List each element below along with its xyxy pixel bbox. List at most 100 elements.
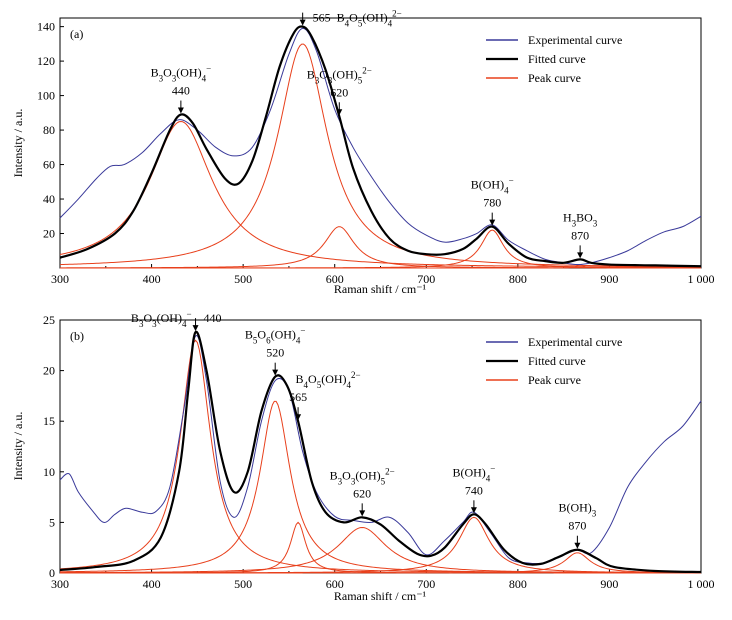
x-tick-label: 500 xyxy=(234,577,252,591)
x-tick-label: 900 xyxy=(600,272,618,286)
y-tick-label: 15 xyxy=(43,414,55,428)
fitted-curve-line xyxy=(59,330,702,574)
x-tick-label: 500 xyxy=(234,272,252,286)
fitted-curve-line xyxy=(59,25,702,268)
x-tick-label: 600 xyxy=(326,272,344,286)
x-tick-label: 400 xyxy=(143,577,161,591)
x-tick-label: 800 xyxy=(509,577,527,591)
panel-b-series xyxy=(59,330,702,574)
panel-b-annotations: B3O3(OH)4− 440520B5O6(OH)4−565B4O5(OH)42−… xyxy=(131,309,597,549)
peak-curve-3 xyxy=(60,226,701,269)
y-tick-label: 25 xyxy=(43,313,55,327)
legend-label: Experimental curve xyxy=(528,335,622,349)
panel-a-axes: 300 400 500 600 700 800 900 1 000 20 40 60 80 100 120… xyxy=(37,20,715,286)
panel-a-peak-curves xyxy=(59,43,702,269)
annotation-species: B(OH)3 xyxy=(558,501,596,519)
y-tick-label: 40 xyxy=(43,192,55,206)
annotation-value: 740 xyxy=(465,483,483,497)
x-tick-label: 800 xyxy=(509,272,527,286)
annotation-arrow-head xyxy=(489,219,496,226)
y-tick-label: 0 xyxy=(49,566,55,580)
x-tick-label: 1 000 xyxy=(688,577,715,591)
peak-curve-3 xyxy=(59,521,701,574)
annotation-arrow-head xyxy=(192,325,199,332)
legend-label: Fitted curve xyxy=(528,354,586,368)
experimental-curve-line xyxy=(59,335,702,565)
legend-label: Peak curve xyxy=(528,71,581,85)
peak-annotation: 565 B4O5(OH)42− xyxy=(299,9,402,29)
panel-a: (a) 300 400 500 600 700 800 900 1 000 20 40 60 80 10… xyxy=(11,9,715,296)
legend-label: Peak curve xyxy=(528,373,581,387)
annotation-arrow-head xyxy=(177,107,184,114)
panel-a-ylabel: Intensity / a.u. xyxy=(11,109,25,178)
annotation-species: B4O5(OH)42− xyxy=(296,370,361,390)
annotation-value: 870 xyxy=(571,228,589,242)
y-tick-label: 5 xyxy=(49,515,55,529)
annotation-species: H3BO3 xyxy=(563,210,598,228)
annotation-value: 780 xyxy=(483,196,501,210)
legend-label: Fitted curve xyxy=(528,52,586,66)
panel-a-frame xyxy=(59,17,702,269)
panel-b-tag: (b) xyxy=(70,329,84,343)
panel-a-tag: (a) xyxy=(70,27,83,41)
annotation-value: 870 xyxy=(568,519,586,533)
panel-b-legend: Experimental curve Fitted curve Peak curve xyxy=(486,335,622,387)
peak-curve-2 xyxy=(59,400,701,574)
y-tick-label: 120 xyxy=(37,54,55,68)
x-tick-label: 700 xyxy=(417,577,435,591)
y-tick-label: 60 xyxy=(43,158,55,172)
annotation-species: B3O3(OH)52− xyxy=(307,65,372,85)
peak-curve-1 xyxy=(59,339,701,574)
annotation-species: B3O3(OH)4− xyxy=(151,64,212,84)
y-tick-label: 80 xyxy=(43,123,55,137)
annotation-value: 440 xyxy=(204,311,222,325)
annotation-species: B4O5(OH)42− xyxy=(337,9,402,29)
peak-curve-1 xyxy=(59,120,701,268)
annotation-value: 520 xyxy=(266,346,284,360)
panel-b-ylabel: Intensity / a.u. xyxy=(11,412,25,481)
annotation-value: 620 xyxy=(330,85,348,99)
annotation-arrow-head xyxy=(336,109,343,116)
y-tick-label: 20 xyxy=(43,227,55,241)
annotation-arrow-head xyxy=(470,507,477,514)
peak-curve-5 xyxy=(60,264,701,269)
x-tick-label: 300 xyxy=(51,272,69,286)
x-tick-label: 700 xyxy=(417,272,435,286)
annotation-species: B(OH)4− xyxy=(452,463,495,483)
panel-b-axes: 300 400 500 600 700 800 900 1 000 0 5 10 15 20 25 xyxy=(43,313,715,591)
annotation-species: B3O3(OH)4− xyxy=(131,309,192,329)
annotation-arrow-head xyxy=(295,414,302,421)
y-tick-label: 10 xyxy=(43,465,55,479)
y-tick-label: 20 xyxy=(43,364,55,378)
annotation-value: 565 xyxy=(289,390,307,404)
annotation-species: B3O3(OH)52− xyxy=(330,466,395,486)
panel-a-series xyxy=(59,25,702,268)
annotation-value: 620 xyxy=(353,486,371,500)
x-tick-label: 900 xyxy=(600,577,618,591)
x-tick-label: 600 xyxy=(326,577,344,591)
panel-b-xlabel: Raman shift / cm⁻¹ xyxy=(334,589,427,603)
annotation-arrow-head xyxy=(299,19,306,26)
annotation-species: B(OH)4− xyxy=(471,176,514,196)
peak-annotation: B3O3(OH)4− 440 xyxy=(131,309,222,332)
peak-curve-6 xyxy=(60,552,702,574)
annotation-arrow-head xyxy=(577,252,584,259)
annotation-arrow-head xyxy=(574,542,581,549)
annotation-arrow-head xyxy=(272,369,279,376)
panel-b: (b) 300 400 500 600 700 800 900 1 000 0 5 10 15 20 25… xyxy=(11,309,715,603)
annotation-arrow-head xyxy=(359,510,366,517)
legend-label: Experimental curve xyxy=(528,33,622,47)
annotation-value: 440 xyxy=(172,84,190,98)
annotation-value: 565 xyxy=(313,11,331,25)
x-tick-label: 400 xyxy=(143,272,161,286)
y-tick-label: 140 xyxy=(37,20,55,34)
